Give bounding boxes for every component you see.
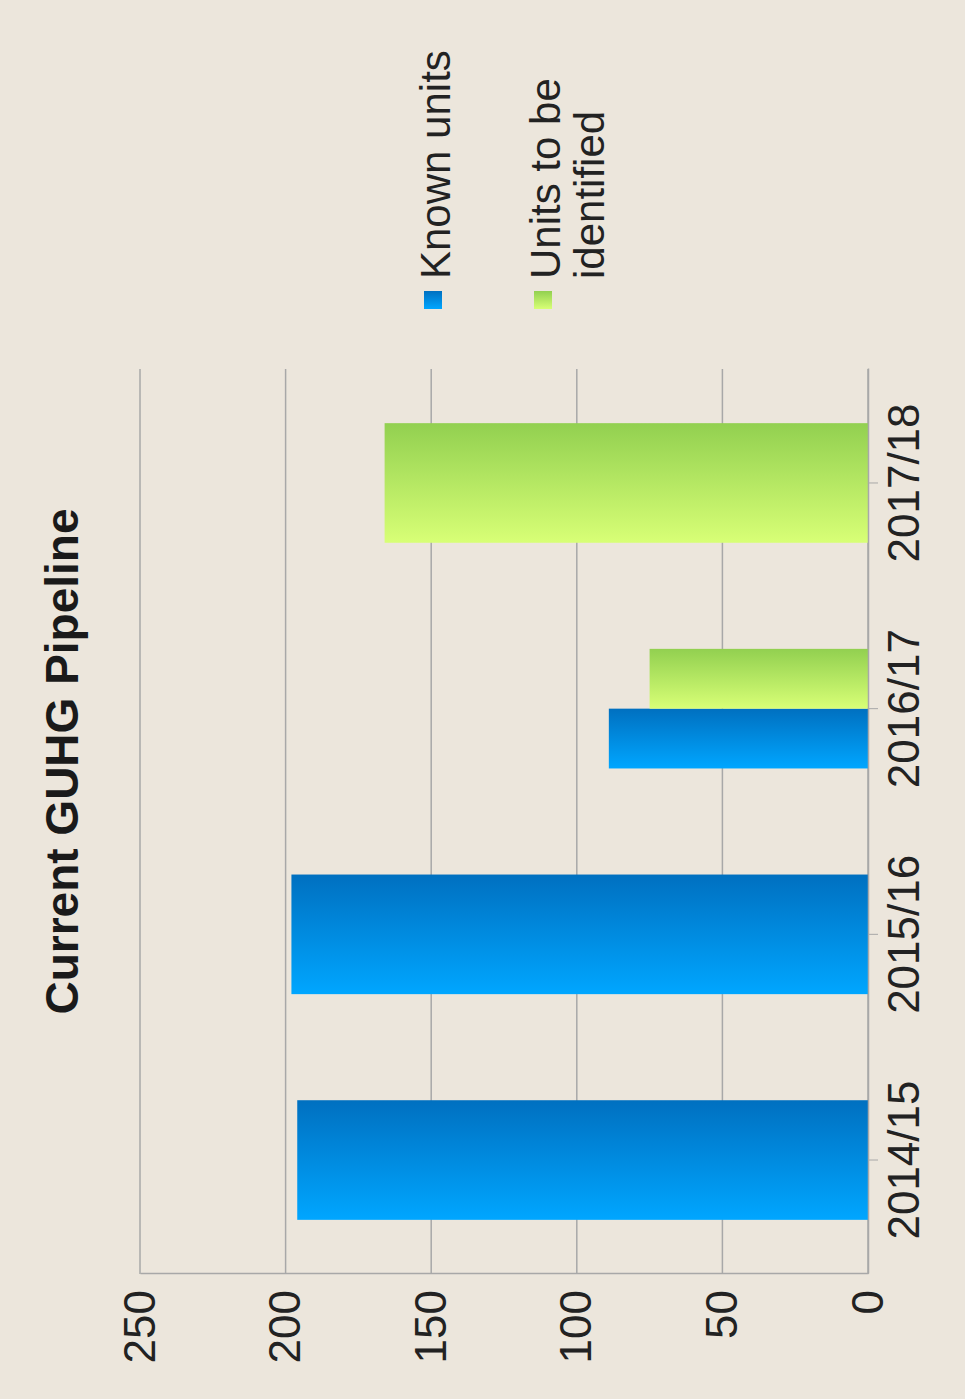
bar <box>609 709 868 769</box>
tick-mark <box>868 708 878 709</box>
tick-label: 200 <box>260 1290 309 1363</box>
legend: Known units Units to beidentified <box>412 50 613 309</box>
legend-label: Known units <box>412 50 459 279</box>
legend-swatch <box>424 291 442 309</box>
tick-label: 150 <box>406 1290 455 1363</box>
tick: 250 <box>115 1274 164 1363</box>
legend-swatch <box>534 291 552 309</box>
tick-mark <box>868 1160 878 1161</box>
tick: 200 <box>260 1274 309 1363</box>
tick: 150 <box>406 1274 455 1363</box>
bar <box>385 423 868 543</box>
tick-label: 0 <box>843 1290 892 1314</box>
tick-label: 50 <box>697 1290 746 1339</box>
tick-label: 2015/16 <box>879 855 928 1014</box>
legend-label-line: Units to be <box>522 78 569 279</box>
grid-line <box>285 369 287 1274</box>
legend-label-line: identified <box>566 111 613 279</box>
x-axis: 2014/15 2015/16 2016/17 2017/18 <box>868 369 928 1274</box>
y-axis: 0 50 100 150 200 250 <box>115 1274 892 1364</box>
tick: 100 <box>551 1274 600 1363</box>
grid <box>140 369 868 1274</box>
tick-label: 2017/18 <box>879 403 928 562</box>
chart: 0 50 100 150 200 250 2014/15 2015/16 2016/17 2017… <box>0 0 965 1399</box>
tick-label: 100 <box>551 1290 600 1363</box>
bar <box>297 1100 868 1220</box>
tick-label: 250 <box>115 1290 164 1363</box>
tick: 2016/17 <box>868 629 928 788</box>
tick-label: 2014/15 <box>879 1080 928 1239</box>
tick: 50 <box>697 1274 746 1339</box>
legend-item: Units to beidentified <box>522 78 613 309</box>
legend-label-line: Known units <box>412 50 459 279</box>
background <box>0 0 965 1399</box>
tick-mark <box>868 482 878 483</box>
legend-item: Known units <box>412 50 459 309</box>
axis-line <box>141 1273 869 1275</box>
chart-frame: 0 50 100 150 200 250 2014/15 2015/16 2016/17 2017… <box>36 50 928 1363</box>
tick: 2015/16 <box>868 855 928 1014</box>
tick: 2014/15 <box>868 1080 928 1239</box>
bar <box>291 875 868 995</box>
tick-mark <box>868 934 878 935</box>
axis-line <box>868 369 870 1274</box>
bar <box>650 649 868 709</box>
tick: 0 <box>843 1274 892 1314</box>
tick: 2017/18 <box>868 403 928 562</box>
title: Current GUHG Pipeline <box>36 508 88 1014</box>
tick-label: 2016/17 <box>879 629 928 788</box>
grid-line <box>139 369 141 1274</box>
legend-label: Units to beidentified <box>522 78 613 279</box>
bars <box>291 423 868 1220</box>
